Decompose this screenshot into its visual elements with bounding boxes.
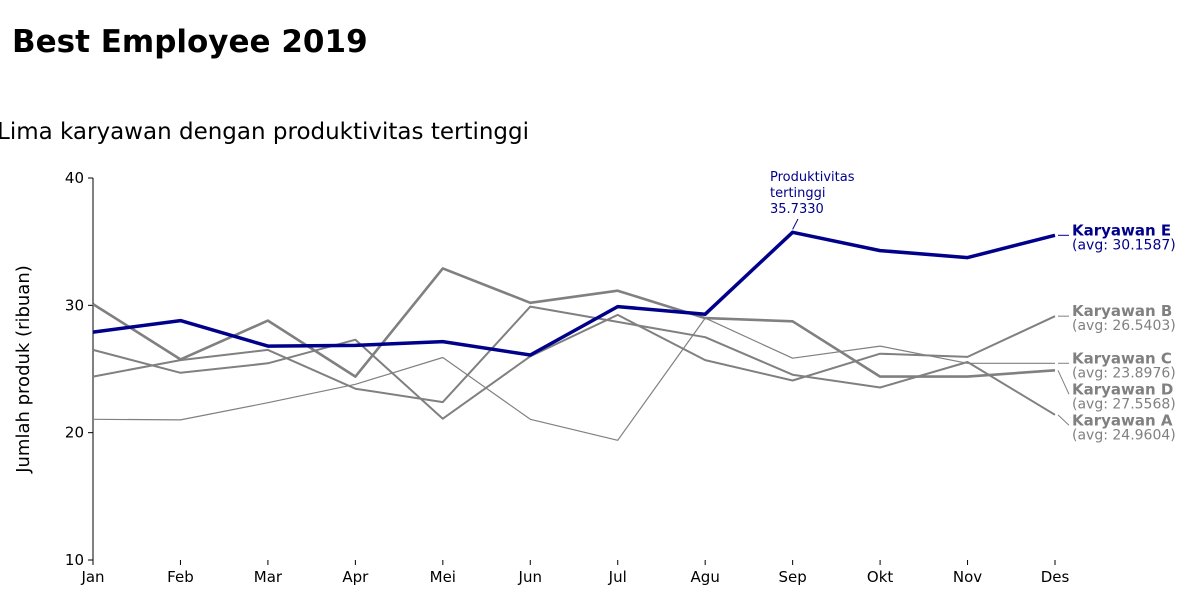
end-label-leader <box>1057 370 1070 395</box>
annotation-text-line: tertinggi <box>770 186 826 201</box>
series-line-karyawan-d <box>92 267 1056 378</box>
y-tick-label: 10 <box>65 551 84 569</box>
y-axis-label: Jumlah produk (ribuan) <box>13 265 34 474</box>
x-tick-label: Nov <box>953 568 982 586</box>
x-tick-label: Jul <box>608 568 627 586</box>
series-lines <box>92 230 1056 441</box>
x-tick-label: Sep <box>778 568 806 586</box>
series-name-label: Karyawan B <box>1072 302 1172 320</box>
y-tick-label: 40 <box>65 169 84 187</box>
x-tick-label: Apr <box>342 568 369 586</box>
x-tick-label: Mar <box>254 568 283 586</box>
x-tick-label: Jun <box>518 568 542 586</box>
series-line-karyawan-a <box>92 305 1056 416</box>
y-tick-label: 30 <box>65 296 84 314</box>
annotation-text-line: Produktivitas <box>770 170 855 185</box>
chart-axes: Jumlah produk (ribuan) <box>13 178 94 560</box>
x-tick-label: Feb <box>167 568 194 586</box>
x-tick-label: Agu <box>691 568 720 586</box>
series-line-karyawan-b <box>92 313 1056 420</box>
series-name-label: Karyawan A <box>1072 411 1173 429</box>
x-ticks: Jan Feb Mar Apr Mei Jun Jul Agu Sep Okt Nov Des <box>80 560 1069 586</box>
x-tick-label: Mei <box>430 568 456 586</box>
series-name-label: Karyawan E <box>1072 221 1171 239</box>
series-name-label: Karyawan D <box>1072 380 1173 398</box>
chart-title: Best Employee 2019 <box>12 24 368 60</box>
series-name-label: Karyawan C <box>1072 349 1172 367</box>
end-label-leader <box>1057 414 1070 426</box>
series-end-labels: Karyawan E(avg: 30.1587)Karyawan B(avg: … <box>1057 221 1176 443</box>
series-line-karyawan-c <box>92 317 1055 441</box>
chart-subtitle: Lima karyawan dengan produktivitas terti… <box>0 119 530 145</box>
annotation-arrow <box>792 218 799 230</box>
series-avg-label: (avg: 23.8976) <box>1072 365 1176 381</box>
series-avg-label: (avg: 30.1587) <box>1072 237 1176 253</box>
annotation-text-line: 35.7330 <box>770 202 824 217</box>
x-tick-label: Okt <box>867 568 893 586</box>
series-line-karyawan-e <box>92 230 1056 357</box>
x-tick-label: Jan <box>80 568 104 586</box>
series-avg-label: (avg: 27.5568) <box>1072 396 1176 412</box>
series-avg-label: (avg: 26.5403) <box>1072 318 1176 334</box>
x-tick-label: Des <box>1041 568 1070 586</box>
y-tick-label: 20 <box>65 424 84 442</box>
series-avg-label: (avg: 24.9604) <box>1072 427 1176 443</box>
y-ticks: 10 20 30 40 <box>65 169 93 569</box>
